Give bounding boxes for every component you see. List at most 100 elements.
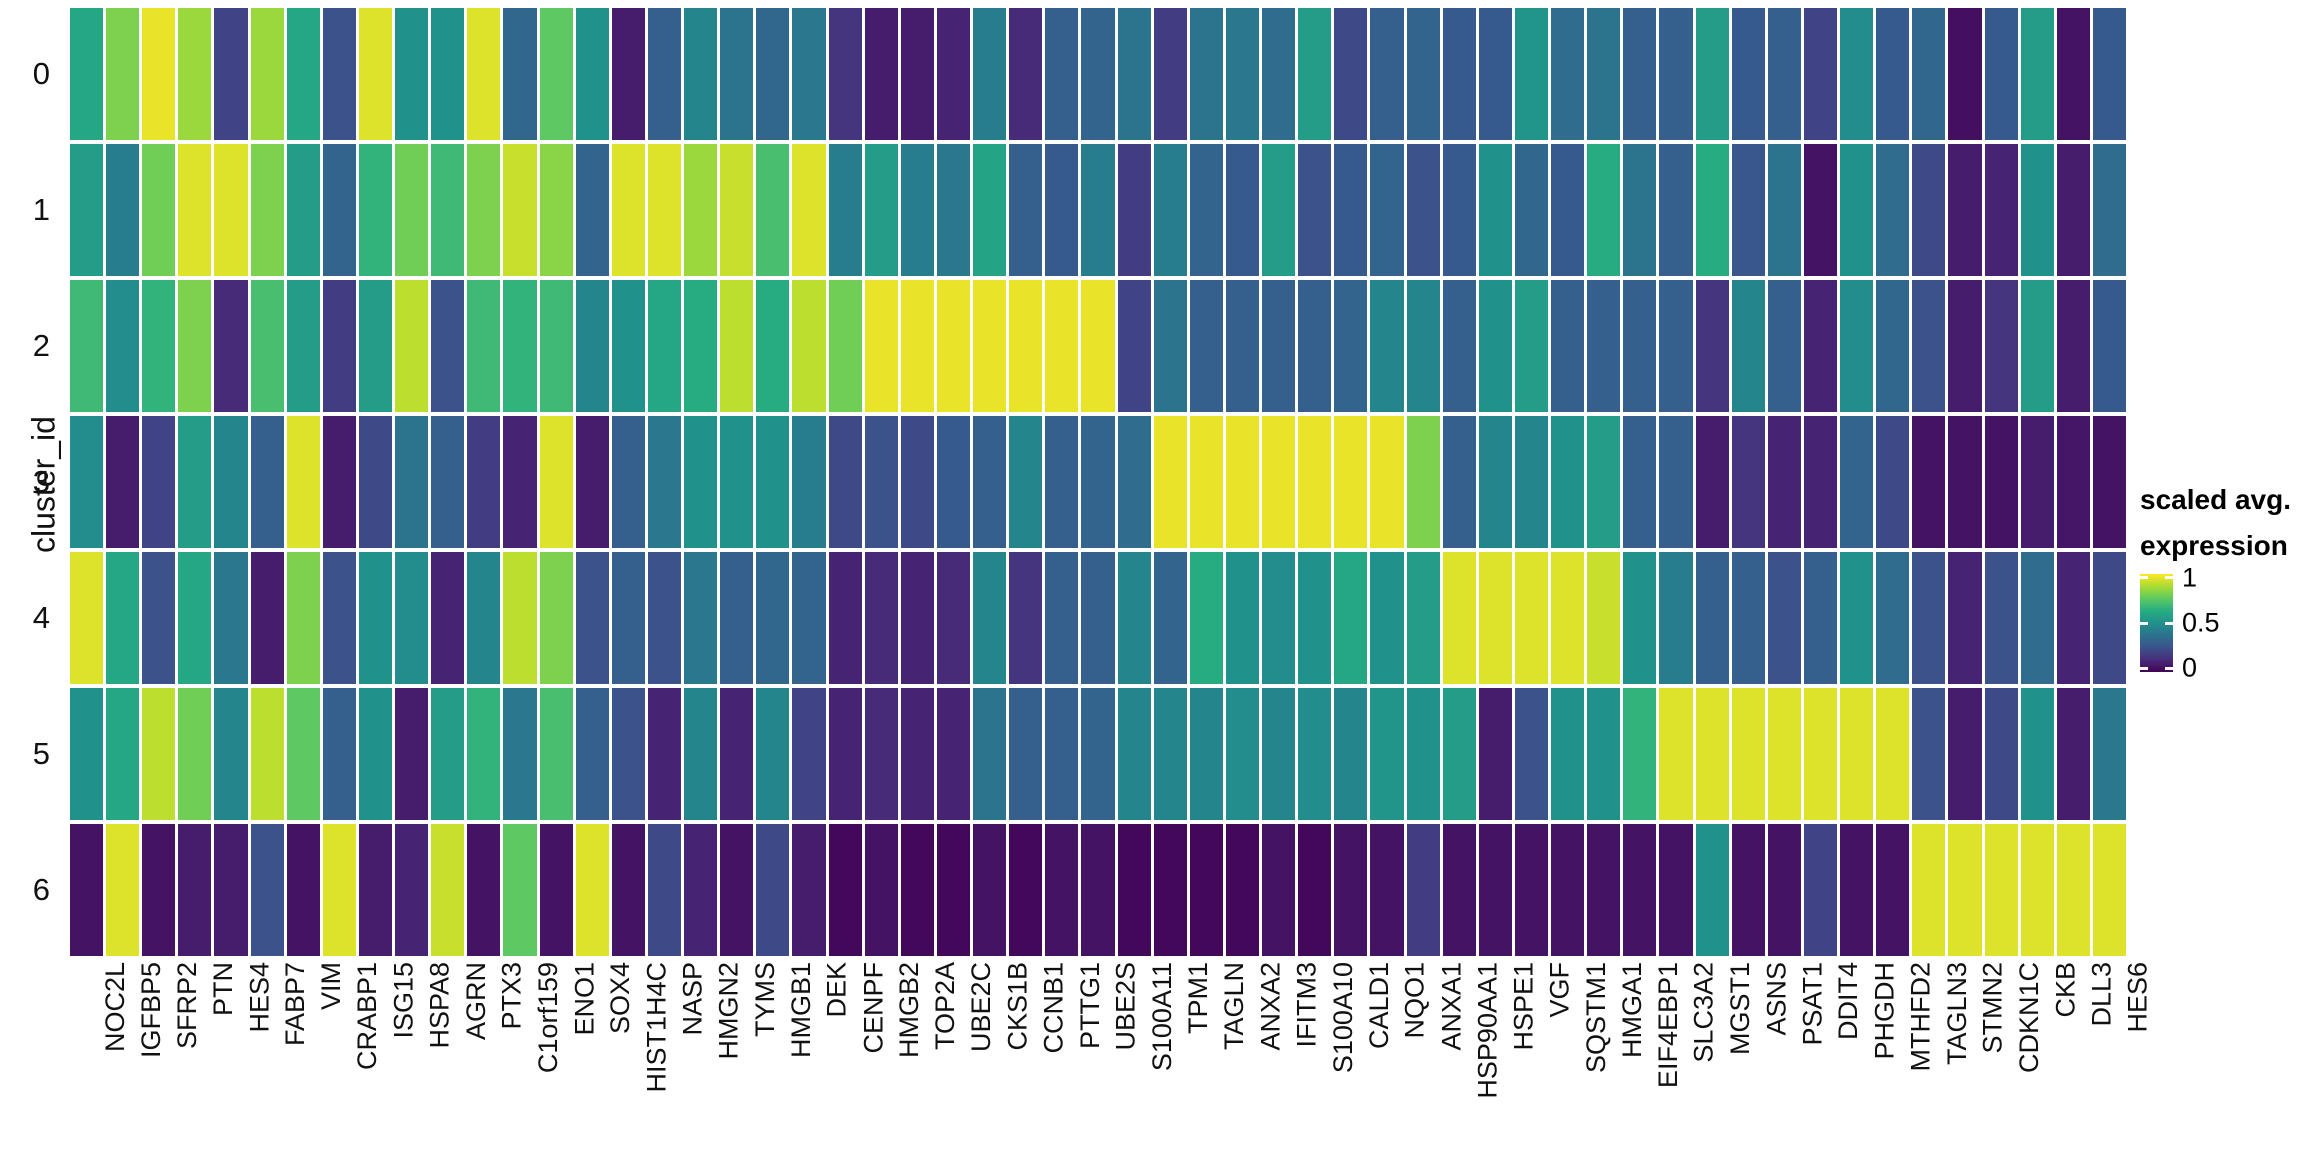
heatmap-cell [1659, 688, 1693, 820]
heatmap-cell [1334, 280, 1368, 412]
heatmap-cell [1623, 416, 1657, 548]
heatmap-cell [1840, 688, 1874, 820]
heatmap-cell [1442, 688, 1476, 820]
heatmap-cell [1189, 8, 1223, 140]
heatmap-cell [106, 144, 140, 276]
heatmap-cell [142, 8, 176, 140]
gene-tick-label: AGRN [460, 962, 491, 1041]
heatmap-cell [1225, 8, 1260, 140]
heatmap-cell [611, 144, 645, 276]
gene-tick-label: CDKN1C [2014, 962, 2045, 1074]
heatmap-cell [1370, 144, 1404, 276]
heatmap-cell [286, 824, 320, 956]
gene-tick-label: HSPE1 [1508, 962, 1539, 1051]
heatmap-cell [1370, 416, 1404, 548]
heatmap-cell [1587, 688, 1621, 820]
heatmap-cell [1514, 280, 1549, 412]
heatmap-cell [1695, 824, 1729, 956]
heatmap-cell [1912, 280, 1946, 412]
legend: scaled avg. expression 1 0.5 0 [2140, 483, 2300, 683]
heatmap-cell [1731, 552, 1765, 684]
heatmap-cell [575, 552, 609, 684]
heatmap-cell [828, 824, 862, 956]
heatmap-cell [1117, 552, 1151, 684]
heatmap-cell [539, 552, 573, 684]
heatmap-cell [1840, 8, 1874, 140]
gene-tick-label: VGF [1544, 962, 1575, 1018]
heatmap-cell [322, 824, 356, 956]
heatmap-cell [1262, 824, 1296, 956]
gene-tick-label: SOX4 [605, 962, 636, 1035]
heatmap-cell [286, 280, 320, 412]
heatmap-cell [2020, 688, 2054, 820]
heatmap-cell [503, 416, 537, 548]
heatmap-cell [1117, 8, 1151, 140]
heatmap-cell [720, 688, 754, 820]
heatmap-cell [611, 552, 645, 684]
heatmap-cell [178, 688, 212, 820]
heatmap-cell [1514, 824, 1549, 956]
heatmap-cell [395, 144, 429, 276]
heatmap-cell [322, 280, 356, 412]
legend-tick-label: 0 [2182, 652, 2198, 683]
heatmap-cell [1587, 144, 1621, 276]
heatmap-cell [1298, 688, 1332, 820]
heatmap-cell [720, 8, 754, 140]
heatmap-cell [611, 280, 645, 412]
heatmap-cell [1948, 280, 1982, 412]
heatmap-cell [684, 416, 718, 548]
heatmap-cell [1442, 824, 1476, 956]
cluster-id-tick-label: 2 [32, 328, 50, 363]
heatmap-cell [684, 8, 718, 140]
heatmap-cell [178, 824, 212, 956]
heatmap-cell [647, 416, 682, 548]
heatmap-cell [900, 552, 934, 684]
heatmap-cell [358, 416, 393, 548]
gene-tick-label: UBE2C [966, 962, 997, 1053]
heatmap-cell [1840, 280, 1874, 412]
heatmap-cell [1442, 552, 1476, 684]
heatmap-cell [142, 688, 176, 820]
gene-tick-label: DDIT4 [1833, 962, 1864, 1041]
heatmap-cell [792, 280, 826, 412]
heatmap-cell [467, 824, 501, 956]
gene-axis: NOC2L IGFBP5 SFRP2 PTN HES4 FABP7 VIM CRABP1 ISG… [70, 960, 2153, 1150]
heatmap-cell [1623, 280, 1657, 412]
heatmap-cell [467, 280, 501, 412]
heatmap-cell [1045, 280, 1079, 412]
heatmap-cell [647, 280, 682, 412]
heatmap-cell [756, 824, 790, 956]
heatmap-cell [106, 8, 140, 140]
legend-tick-label: 0.5 [2182, 607, 2220, 638]
heatmap-cell [1225, 688, 1260, 820]
heatmap-cell [431, 416, 465, 548]
gene-tick-label: HMGA1 [1616, 962, 1647, 1059]
heatmap-cell [1298, 280, 1332, 412]
gene-tick-label: ANXA1 [1436, 962, 1467, 1051]
heatmap-cell [756, 688, 790, 820]
heatmap-cell [1551, 688, 1585, 820]
gene-tick-label: HMGN2 [713, 962, 744, 1060]
heatmap-cell [1478, 144, 1512, 276]
heatmap-cell [1370, 688, 1404, 820]
heatmap-cell [936, 280, 971, 412]
gene-tick-label: TOP2A [930, 962, 961, 1051]
legend-tick-mark [2165, 621, 2173, 625]
heatmap-cell [2020, 144, 2054, 276]
heatmap-cell [756, 552, 790, 684]
heatmap-cell [286, 8, 320, 140]
legend-tick-label: 1 [2182, 562, 2198, 593]
heatmap-cell [1406, 552, 1440, 684]
heatmap-cell [900, 416, 934, 548]
heatmap-cell [395, 416, 429, 548]
legend-tick-mark [2140, 576, 2148, 580]
heatmap-cell [936, 552, 971, 684]
gene-tick-label: PTX3 [496, 962, 527, 1030]
heatmap-cell [1406, 8, 1440, 140]
heatmap-cell [1478, 416, 1512, 548]
heatmap-cell [395, 8, 429, 140]
heatmap-cell [756, 280, 790, 412]
heatmap-cell [1442, 416, 1476, 548]
gene-tick-label: CRABP1 [352, 962, 383, 1071]
heatmap-cell [1045, 144, 1079, 276]
